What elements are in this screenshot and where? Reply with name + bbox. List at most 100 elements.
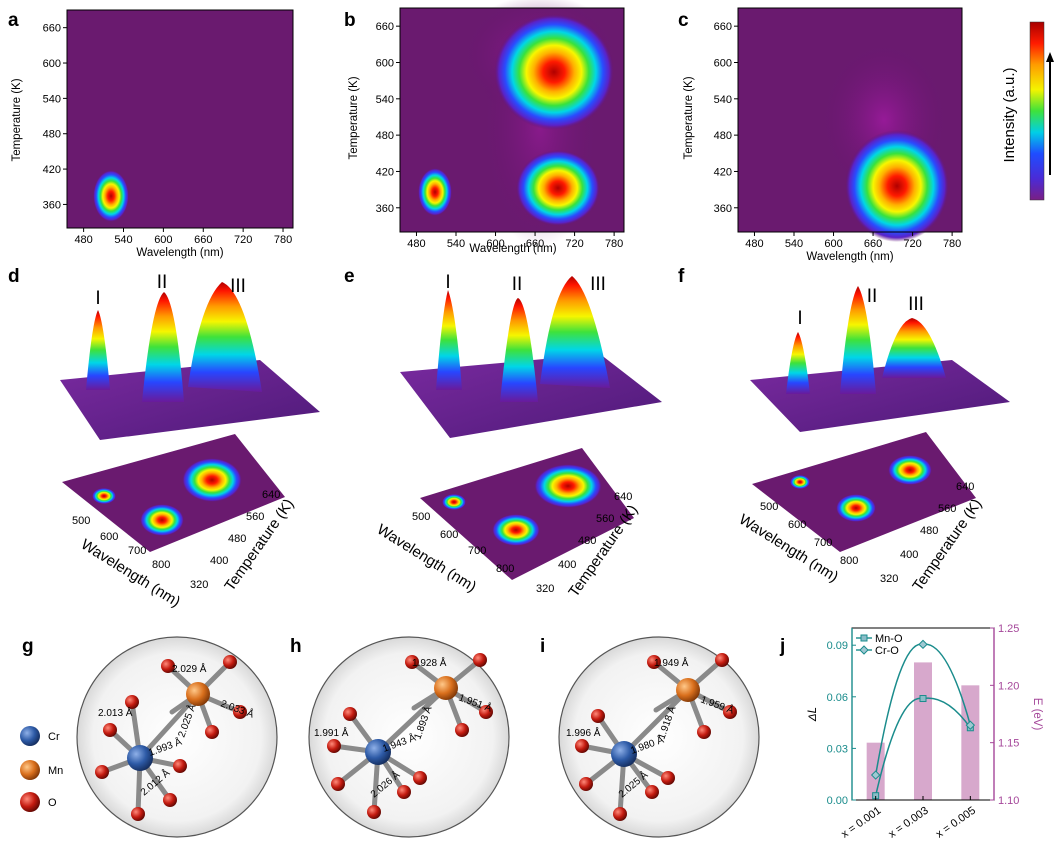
- plot3d-e-map-peak-I: [442, 494, 466, 510]
- chart-j-xtick-label: x = 0.001: [839, 805, 883, 841]
- panel-label-f: f: [678, 266, 685, 287]
- chart-j-point-mn-o: [919, 695, 927, 703]
- plot3d-f-label-II: II: [867, 286, 878, 307]
- heatmap-b-xtick-label: 780: [605, 238, 623, 250]
- plot3d-f-lower-map: [752, 432, 976, 552]
- plot3d-d-t-tick: 640: [262, 489, 280, 501]
- heatmap-b-peak-II: [516, 150, 600, 226]
- structure-g-sphere: [76, 636, 278, 838]
- plot3d-f: I II III Wavelength (nm) Temperature (K)…: [736, 286, 1010, 594]
- heatmap-c-xlabel: Wavelength (nm): [806, 251, 893, 263]
- plot3d-d-label-III: III: [230, 276, 246, 297]
- structure-h-sphere: [308, 636, 510, 838]
- chart-j-ytick-label: 0.00: [827, 795, 848, 807]
- structure-g: 2.013 Å 1.993 Å 2.012 Å 2.025 Å 2.029 Å …: [76, 636, 278, 838]
- plot3d-e-label-II: II: [512, 274, 523, 295]
- chart-j-y2tick-label: 1.10: [998, 795, 1019, 807]
- plot3d-d-peak-II: [142, 292, 184, 402]
- heatmap-a-xtick-label: 780: [274, 234, 292, 246]
- plot3d-e: I II III Wavelength (nm) Temperature (K)…: [374, 272, 662, 600]
- panel-label-c: c: [678, 10, 689, 31]
- structure-i-bond-label: 1.996 Å: [566, 726, 601, 739]
- plot3d-e-label-I: I: [445, 272, 450, 293]
- chart-j: 0.00 0.03 0.06 0.09 1.10 1.15 1.20 1.25 x = 0.00…: [807, 623, 1043, 841]
- chart-j-legend-label: Cr-O: [875, 645, 899, 657]
- plot3d-e-peak-I: [436, 290, 462, 390]
- panel-label-g: g: [22, 636, 34, 657]
- chart-j-bar: [914, 662, 932, 800]
- heatmap-c-xtick-label: 660: [864, 238, 882, 250]
- plot3d-d-t-tick: 320: [190, 579, 208, 591]
- plot3d-d-wl-tick: 700: [128, 545, 146, 557]
- atom-legend: Cr Mn O: [20, 726, 63, 812]
- heatmap-c-xtick-label: 720: [903, 238, 921, 250]
- chart-j-y2tick-label: 1.15: [998, 738, 1019, 750]
- plot3d-d-map-peak-III: [182, 458, 242, 502]
- heatmap-b-ytick-label: 480: [376, 130, 394, 142]
- plot3d-f-label-III: III: [908, 294, 924, 315]
- panel-label-a: a: [8, 10, 19, 31]
- plot3d-e-wl-tick: 700: [468, 545, 486, 557]
- chart-j-point-cr-o: [870, 770, 881, 780]
- legend-cr-atom-icon: [20, 726, 40, 746]
- heatmap-c-ytick-label: 540: [714, 94, 732, 106]
- plot3d-d-map-peak-I: [92, 488, 116, 504]
- plot3d-e-ticks: 500 600 700 800 320 400 480 560 640: [412, 491, 632, 595]
- chart-j-legend-label: Mn-O: [875, 633, 903, 645]
- heatmap-a-xtick-label: 600: [154, 234, 172, 246]
- plot3d-e-t-tick: 480: [578, 535, 596, 547]
- heatmap-c-ytick-label: 360: [714, 203, 732, 215]
- heatmap-b-peak-I: [418, 168, 452, 216]
- plot3d-e-map-peak-II: [492, 514, 540, 546]
- plot3d-d-wl-tick: 600: [100, 531, 118, 543]
- plot3d-f-label-I: I: [797, 308, 802, 329]
- plot3d-e-t-tick: 400: [558, 559, 576, 571]
- structure-g-cr-atom: [127, 745, 153, 771]
- heatmap-c-ytick-label: 600: [714, 57, 732, 69]
- chart-j-line-Mn-O: [874, 697, 971, 796]
- structure-h-bond-label: 1.991 Å: [314, 726, 349, 739]
- heatmap-c-peak-II: [845, 130, 949, 242]
- heatmap-b-ytick-label: 660: [376, 21, 394, 33]
- structure-h: 1.991 Å 1.943 Å 2.026 Å 1.893 Å 1.928 Å …: [308, 636, 510, 838]
- plot3d-d-ticks: 500 600 700 800 320 400 480 560 640: [72, 489, 280, 591]
- heatmap-b-xtick-label: 720: [565, 238, 583, 250]
- heatmap-b-ylabel: Temperature (K): [348, 76, 360, 159]
- chart-j-bar: [961, 685, 980, 800]
- heatmap-b-xtick-label: 480: [407, 238, 425, 250]
- legend-o-atom-icon: [20, 792, 40, 812]
- heatmap-a-xtick-label: 720: [234, 234, 252, 246]
- plot3d-f-t-tick: 560: [938, 503, 956, 515]
- structure-g-mn-atom: [186, 682, 210, 706]
- heatmap-b-xtick-label: 660: [526, 238, 544, 250]
- structure-i-sphere: [558, 636, 760, 838]
- plot3d-f-peak-I: [786, 332, 810, 394]
- heatmap-b-frame: [399, 7, 625, 233]
- plot3d-d-peak-I: [86, 310, 110, 390]
- structure-g-bond-label: 2.013 Å: [98, 706, 133, 719]
- plot3d-e-peak-III: [540, 276, 610, 388]
- plot3d-f-t-tick: 320: [880, 573, 898, 585]
- heatmap-a-xtick-label: 660: [194, 234, 212, 246]
- heatmap-a-ytick-label: 600: [43, 58, 61, 70]
- chart-j-y2tick-label: 1.25: [998, 623, 1019, 635]
- panel-label-d: d: [8, 266, 20, 287]
- plot3d-f-map-peak-III: [888, 455, 932, 485]
- chart-j-ytick-label: 0.06: [827, 692, 848, 704]
- plot3d-e-label-III: III: [590, 274, 606, 295]
- legend-mn-atom-icon: [20, 760, 40, 780]
- heatmap-c-ytick-label: 660: [714, 21, 732, 33]
- chart-j-legend-marker: [859, 645, 869, 655]
- plot3d-f-t-tick: 640: [956, 481, 974, 493]
- structure-i-bond-label: 1.949 Å: [654, 656, 689, 669]
- panel-label-i: i: [540, 636, 546, 657]
- heatmap-b-xlabel: Wavelength (nm): [469, 243, 556, 255]
- plot3d-e-map-peak-III: [534, 464, 602, 508]
- plot3d-e-t-tick: 560: [596, 513, 614, 525]
- plot3d-d-t-tick: 480: [228, 533, 246, 545]
- heatmap-c-xtick-label: 780: [943, 238, 961, 250]
- heatmap-a-ytick-label: 660: [43, 23, 61, 35]
- heatmap-c-xtick-label: 600: [824, 238, 842, 250]
- plot3d-f-t-tick: 400: [900, 549, 918, 561]
- structure-i-cr-atom: [611, 741, 637, 767]
